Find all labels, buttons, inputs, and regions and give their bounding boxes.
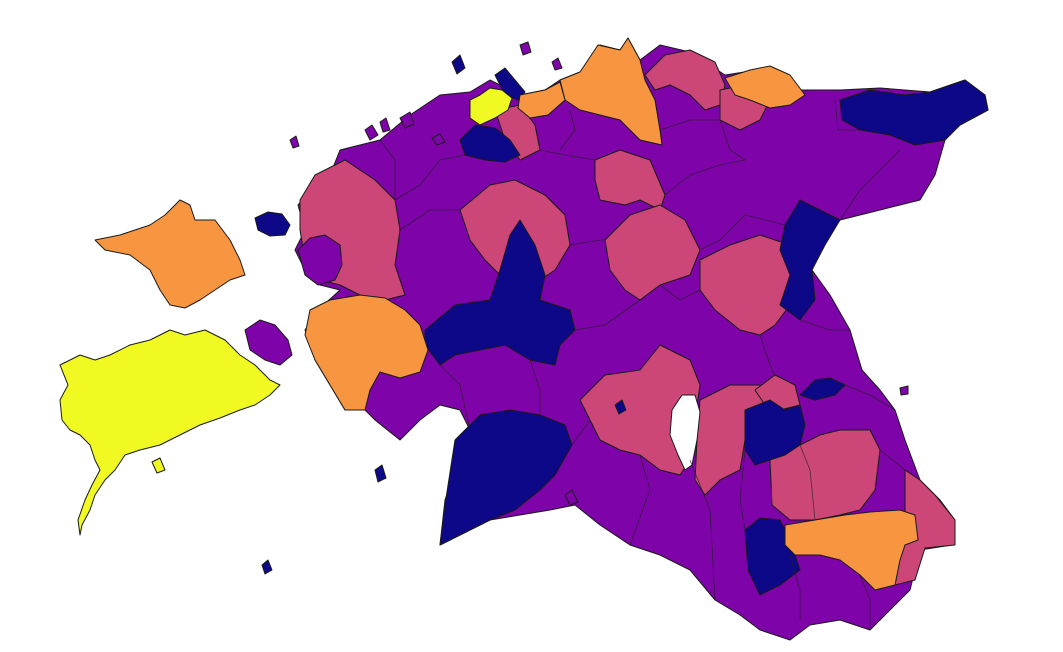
islet-saaremaa-yellow [151,457,166,474]
region-tallinn-yellow [469,87,513,126]
lake-vortsjarv [669,394,701,471]
region-matsalu-orange [304,294,429,411]
islet-ruhnu-dark [374,464,387,483]
coastal-islets [289,41,909,506]
island-hiiumaa-orange [94,199,246,309]
region-northeast-orange [724,65,806,109]
island-saaremaa-yellow [59,329,281,536]
islet-south-dark [261,559,273,575]
lake-islet-dark-2 [614,399,627,415]
island-muhu-purple [244,319,293,366]
region-north-orange-2 [517,81,566,119]
region-west-coast-purple [297,234,343,286]
region-tallinn-dark [459,124,521,163]
region-north-orange [559,37,663,146]
municipality-borders [379,99,906,630]
region-center-dark [424,219,576,366]
region-southeast-orange [784,509,919,591]
region-central-east-pink [604,204,701,301]
islet-north-dark [451,54,466,75]
region-parnu-dark [439,409,573,546]
region-east-dark [779,199,841,321]
region-northeast-dark [839,79,989,146]
region-central-north-pink [594,149,666,211]
island-vormsi-dark [254,211,291,237]
region-east-center-pink [699,234,801,336]
region-tartu-east-pink [769,429,881,521]
